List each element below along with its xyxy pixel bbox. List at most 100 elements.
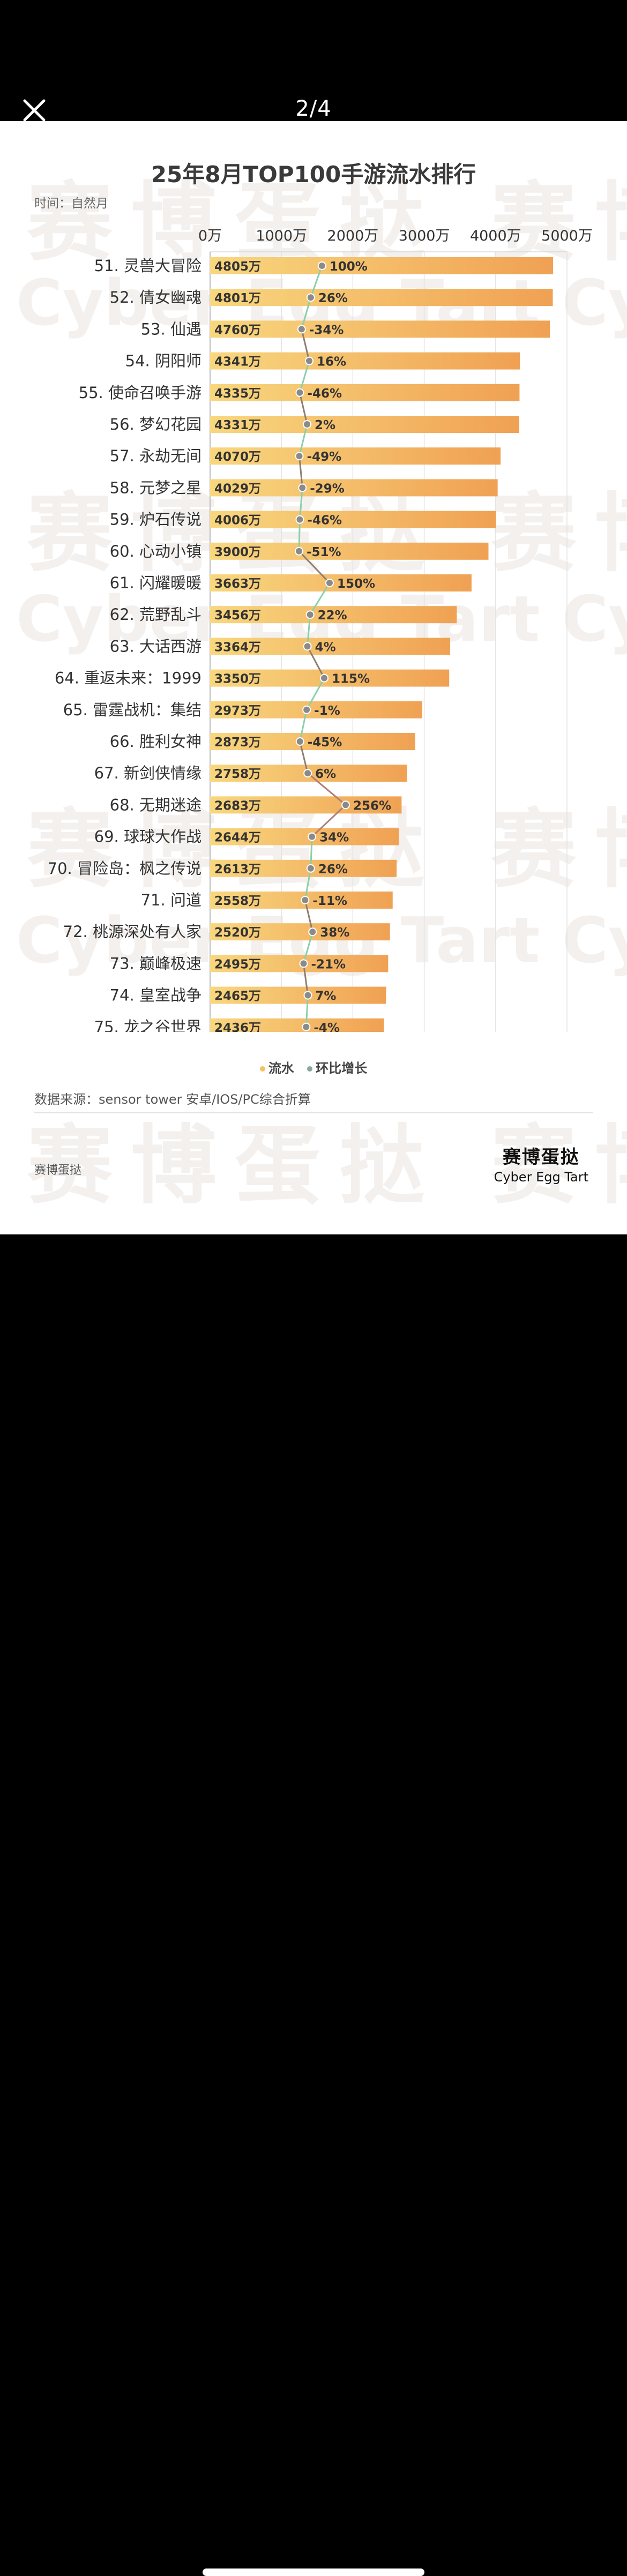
growth-line-segment [311,804,347,837]
x-tick-label: 1000万 [256,228,307,244]
growth-line-segment [304,868,312,901]
growth-point [303,769,312,778]
data-source: 数据来源：sensor tower 安卓/IOS/PC综合折算 [34,1092,311,1107]
growth-value-label: 34% [319,831,349,845]
close-icon[interactable] [21,98,47,123]
growth-value-label: -11% [312,894,347,908]
x-tick-label: 3000万 [399,228,450,244]
revenue-bar [210,447,501,465]
growth-point [306,293,315,302]
growth-line-segment [307,615,311,647]
home-indicator[interactable] [203,2568,424,2576]
category-label: 62. 荒野乱斗 [110,605,201,624]
growth-value-label: -1% [314,704,340,718]
revenue-value-label: 3663万 [214,577,261,591]
growth-value-label: -46% [307,387,342,401]
revenue-bar [210,1018,384,1032]
growth-point [302,1022,311,1031]
category-label: 73. 巅峰极速 [110,954,201,972]
growth-point [304,356,314,365]
growth-value-label: -34% [309,323,344,337]
category-label: 64. 重返未来：1999 [55,669,201,687]
growth-value-label: 4% [315,640,336,654]
category-label: 51. 灵兽大冒险 [94,257,201,275]
x-tick-label: 2000万 [327,228,379,244]
divider [34,1112,593,1113]
revenue-bar [210,701,423,718]
growth-value-label: -29% [310,482,345,496]
growth-point [298,483,307,492]
growth-point [341,800,350,810]
category-label: 69. 球球大作战 [94,828,201,846]
category-label: 68. 无期迷途 [110,796,201,814]
growth-value-label: 7% [315,990,336,1004]
growth-point [295,452,304,461]
category-label: 58. 元梦之星 [110,478,201,497]
growth-point [297,325,306,334]
revenue-value-label: 4006万 [214,514,261,528]
category-label: 55. 使命召唤手游 [79,384,201,402]
revenue-bar [210,733,415,750]
growth-value-label: -46% [307,514,342,528]
legend-label-revenue: 流水 [268,1061,294,1076]
revenue-value-label: 4331万 [214,418,261,432]
category-label: 70. 冒险岛：枫之传说 [48,859,201,878]
growth-point [301,896,310,904]
growth-line-segment [307,773,346,806]
category-label: 59. 炉石传说 [110,511,201,529]
growth-line-segment [310,836,313,868]
revenue-bar [210,479,498,497]
revenue-value-label: 4341万 [214,355,261,369]
category-label: 72. 桃源深处有人家 [63,923,201,941]
revenue-value-label: 2495万 [214,957,261,971]
growth-value-label: -21% [311,957,346,971]
revenue-bar [210,542,489,560]
revenue-bar [210,511,496,528]
revenue-value-label: 2520万 [214,926,261,940]
revenue-bar [210,859,397,877]
image-counter: 2/4 [295,96,332,121]
category-label: 56. 梦幻花园 [110,415,201,433]
growth-point [308,832,317,841]
growth-point [295,546,303,556]
revenue-value-label: 2465万 [214,990,261,1004]
growth-line-segment [303,931,314,964]
category-label: 61. 闪耀暖暖 [110,574,201,592]
revenue-value-label: 4805万 [214,260,261,274]
growth-line-segment [299,741,309,774]
revenue-value-label: 4070万 [214,450,261,464]
growth-line-segment [301,329,310,361]
category-label: 60. 心动小镇 [110,542,201,560]
revenue-value-label: 3900万 [214,545,261,559]
category-label: 71. 问道 [141,891,201,909]
revenue-bar [210,828,399,845]
chart-title: 25年8月TOP100手游流水排行 [151,161,476,188]
revenue-bar [210,955,389,972]
revenue-bar [210,796,402,814]
revenue-value-label: 2683万 [214,799,261,813]
growth-point [303,991,312,1000]
growth-value-label: 2% [315,418,335,432]
revenue-chart: 0万 1000万 2000万 3000万 4000万 5000万 51. 灵兽大冒险 4805… [48,228,593,1032]
revenue-value-label: 2758万 [214,767,261,781]
growth-value-label: 256% [353,799,391,813]
growth-value-label: 22% [318,609,347,623]
growth-point [295,737,304,746]
category-label: 75. 龙之谷世界 [94,1018,201,1032]
growth-value-label: -49% [307,450,342,464]
growth-line-segment [298,488,303,520]
growth-value-label: 38% [320,926,349,940]
legend-item-revenue: 流水 [259,1058,294,1076]
growth-line-segment [303,963,309,995]
category-label: 53. 仙遇 [141,320,201,338]
viewer-top-bar: 2/4 [0,0,627,123]
revenue-bar [210,638,451,655]
revenue-value-label: 2613万 [214,863,261,877]
period-label: 时间：自然月 [34,197,108,211]
growth-point [320,673,329,683]
growth-line-segment [305,995,309,1027]
growth-line-segment [298,424,308,456]
legend-item-growth: 环比增长 [307,1058,367,1076]
revenue-bar [210,352,520,370]
